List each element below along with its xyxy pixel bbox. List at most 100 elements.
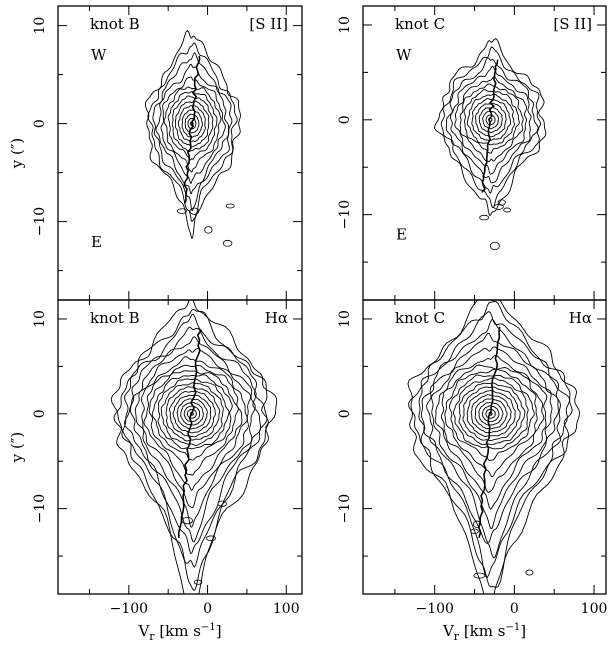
contour-level-6 (470, 394, 512, 434)
y-tick-label: 0 (32, 119, 48, 128)
contour-level-14 (140, 356, 248, 508)
noise-contour (222, 239, 233, 247)
noise-contour (479, 214, 490, 221)
noise-contour (525, 569, 534, 576)
contour-level-13 (143, 364, 243, 492)
contour-set-4 (407, 300, 581, 594)
contour-level-14 (434, 354, 548, 510)
noise-contour (473, 520, 481, 528)
contour-level-9 (458, 382, 526, 446)
contour-level-15 (431, 346, 553, 530)
contour-level-4 (478, 402, 504, 426)
contour-level-3 (482, 110, 500, 129)
y-tick-label: 10 (32, 17, 48, 35)
contour-level-5 (475, 102, 507, 138)
contour-level-4 (181, 109, 203, 138)
noise-contour (217, 500, 227, 507)
contour-level-11 (448, 374, 535, 461)
noise-contour (225, 203, 235, 209)
contour-level-12 (148, 370, 239, 476)
contour-level-13 (147, 42, 238, 222)
contour-level-4 (478, 106, 503, 134)
contour-level-3 (184, 113, 200, 134)
noise-contour (503, 207, 511, 213)
x-tick-label: −100 (415, 601, 453, 617)
panel-label: knot C (395, 309, 445, 327)
y-axis-label: y (″) (8, 432, 26, 464)
x-axis-label: Vr [km s−1] (137, 622, 221, 643)
contour-level-2 (485, 114, 496, 126)
y-tick-label: 0 (32, 409, 48, 418)
noise-contour (470, 528, 479, 535)
contour-level-8 (463, 89, 520, 154)
contour-level-16 (129, 336, 256, 543)
contour-level-18 (418, 310, 571, 579)
contour-level-12 (445, 57, 540, 194)
contour-level-2 (485, 408, 496, 419)
contour-level-5 (178, 105, 206, 142)
contour-level-18 (121, 313, 268, 568)
contour-level-6 (471, 98, 511, 142)
contour-level-8 (167, 91, 218, 161)
noise-contour (493, 203, 504, 210)
contour-level-7 (466, 93, 515, 146)
contour-level-7 (466, 390, 516, 437)
contour-level-9 (459, 83, 524, 162)
x-axis-label: Vr [km s−1] (442, 622, 526, 643)
noise-contour (489, 241, 500, 251)
panel-frame (362, 299, 607, 595)
noise-contour (176, 208, 188, 214)
contour-level-11 (155, 63, 229, 195)
contour-level-16 (426, 332, 559, 544)
direction-label-top: W (91, 46, 107, 64)
emission-line-label: Hα (265, 309, 288, 327)
contour-level-5 (474, 398, 508, 430)
direction-label-bottom: E (91, 233, 102, 251)
y-tick-label: 10 (337, 16, 353, 34)
contour-level-9 (163, 86, 222, 173)
contour-level-7 (171, 95, 214, 152)
emission-line-label: [S II] (553, 15, 592, 33)
x-tick-label: 0 (510, 601, 519, 617)
contour-level-19 (408, 301, 573, 588)
contour-level-6 (172, 394, 212, 434)
panel-label: knot C (395, 15, 445, 33)
contour-level-8 (462, 386, 521, 442)
contour-level-14 (144, 29, 241, 240)
contour-set-1 (144, 29, 241, 247)
emission-line-label: Hα (569, 309, 592, 327)
panel-label: knot B (90, 15, 140, 33)
panel-1: 10 0 −10 knot B [S II] W Ey (″) (8, 5, 303, 301)
emission-line-label: [S II] (249, 15, 288, 33)
panel-label: knot B (90, 309, 140, 327)
noise-contour (206, 535, 216, 542)
y-tick-label: −10 (32, 494, 48, 524)
contour-level-12 (152, 52, 233, 212)
noise-contour (204, 226, 213, 234)
contour-level-3 (481, 405, 500, 422)
x-tick-label: 0 (203, 601, 212, 617)
y-tick-label: −10 (337, 200, 353, 230)
contour-level-10 (453, 377, 529, 450)
panel-2: 10 0 −10 knot C [S II] W E (337, 5, 607, 301)
x-tick-label: 100 (273, 601, 300, 617)
y-tick-label: 0 (337, 409, 353, 418)
y-axis-label: y (″) (8, 138, 26, 170)
contour-level-20 (407, 300, 581, 594)
contour-level-2 (187, 408, 197, 419)
velocity-ridge (183, 55, 201, 204)
x-tick-label: −100 (110, 601, 148, 617)
contour-level-14 (434, 38, 547, 216)
contour-level-13 (440, 46, 541, 209)
contour-level-13 (440, 364, 545, 494)
noise-contour (497, 199, 506, 206)
contour-level-19 (113, 308, 269, 591)
noise-contour (473, 572, 486, 579)
contour-level-11 (450, 65, 532, 184)
contour-level-10 (160, 76, 226, 185)
contour-level-5 (176, 398, 208, 430)
contour-level-20 (110, 300, 278, 594)
contour-set-3 (110, 300, 278, 594)
